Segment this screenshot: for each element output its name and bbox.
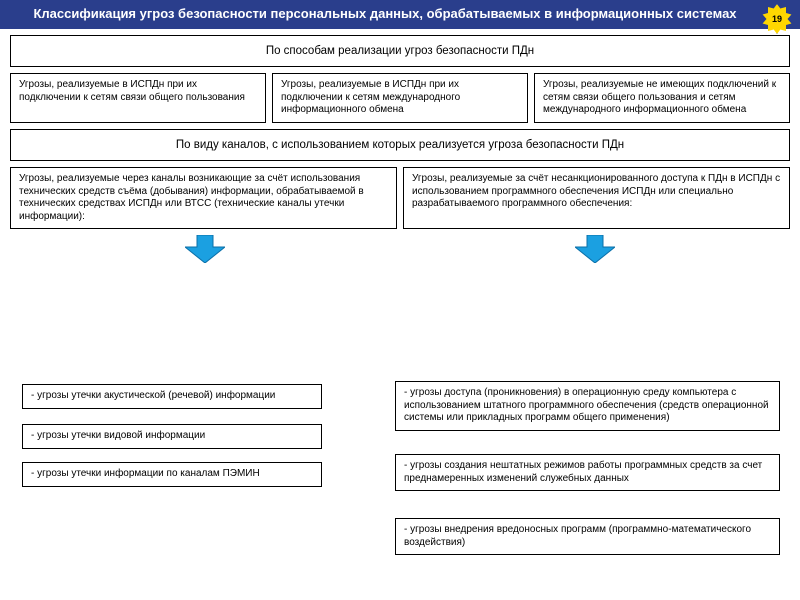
arrow-row xyxy=(10,235,790,263)
section2-box-1: Угрозы, реализуемые через каналы возника… xyxy=(10,167,397,229)
section1-row: Угрозы, реализуемые в ИСПДн при их подкл… xyxy=(10,73,790,123)
page-number-badge: 19 xyxy=(762,4,792,34)
arrow-down-icon xyxy=(575,235,615,263)
section2-title: По виду каналов, с использованием которы… xyxy=(10,129,790,161)
left-item-2: - угрозы утечки видовой информации xyxy=(22,424,322,449)
right-item-3: - угрозы внедрения вредоносных программ … xyxy=(395,518,780,555)
section2-box-2: Угрозы, реализуемые за счёт несанкционир… xyxy=(403,167,790,229)
section1-box-1: Угрозы, реализуемые в ИСПДн при их подкл… xyxy=(10,73,266,123)
right-item-2: - угрозы создания нештатных режимов рабо… xyxy=(395,454,780,491)
left-item-1: - угрозы утечки акустической (речевой) и… xyxy=(22,384,322,409)
section1-box-3: Угрозы, реализуемые не имеющих подключен… xyxy=(534,73,790,123)
right-item-1: - угрозы доступа (проникновения) в опера… xyxy=(395,381,780,431)
section2-row: Угрозы, реализуемые через каналы возника… xyxy=(10,167,790,229)
page-title: Классификация угроз безопасности персона… xyxy=(10,6,760,23)
section1-box-2: Угрозы, реализуемые в ИСПДн при их подкл… xyxy=(272,73,528,123)
section1-title: По способам реализации угроз безопасност… xyxy=(10,35,790,67)
left-item-3: - угрозы утечки информации по каналам ПЭ… xyxy=(22,462,322,487)
page-header: Классификация угроз безопасности персона… xyxy=(0,0,800,29)
arrow-down-icon xyxy=(185,235,225,263)
